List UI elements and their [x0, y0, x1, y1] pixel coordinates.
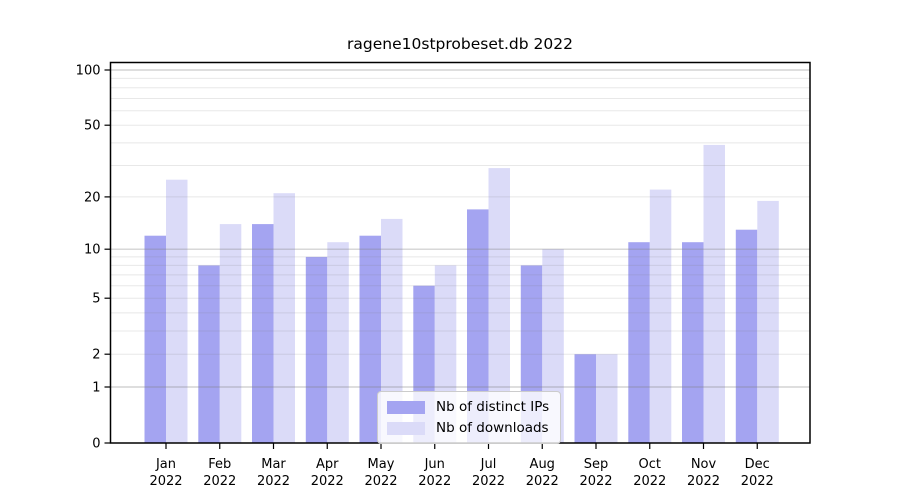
x-tick-label-month: Aug — [530, 457, 555, 472]
bar-downloads-sep — [596, 354, 618, 443]
x-tick-label-month: Sep — [584, 457, 609, 472]
gridlines — [110, 69, 810, 388]
bar-downloads-oct — [649, 189, 672, 443]
x-tick-label-month: Mar — [261, 457, 286, 472]
y-tick-label: 10 — [84, 243, 101, 258]
x-tick-label-month: Jul — [480, 457, 497, 472]
x-tick-label-month: Nov — [691, 457, 717, 472]
bar-distinct-ips-apr — [305, 256, 328, 443]
bar-distinct-ips-jan — [144, 235, 166, 443]
x-tick-label-year: 2022 — [364, 474, 397, 489]
bar-distinct-ips-mar — [252, 224, 274, 443]
bar-distinct-ips-may — [359, 235, 381, 443]
x-tick-label-month: Jan — [155, 457, 176, 472]
x-tick-label-year: 2022 — [257, 474, 290, 489]
bar-downloads-jan — [166, 179, 188, 443]
chart-title: ragene10stprobeset.db 2022 — [347, 35, 573, 53]
bar-downloads-may — [381, 218, 403, 443]
x-tick-label-year: 2022 — [418, 474, 451, 489]
bar-downloads-feb — [219, 224, 242, 443]
bar-distinct-ips-nov — [682, 242, 704, 443]
x-tick-label-year: 2022 — [633, 474, 666, 489]
legend: Nb of distinct IPs Nb of downloads — [377, 391, 562, 444]
bar-distinct-ips-oct — [628, 242, 650, 443]
x-tick-label-year: 2022 — [741, 474, 774, 489]
bar-downloads-apr — [327, 242, 349, 443]
y-tick-label: 100 — [76, 64, 101, 79]
x-tick-label-month: Oct — [639, 457, 661, 472]
bar-distinct-ips-sep — [574, 354, 596, 443]
x-tick-label-month: Apr — [316, 457, 339, 472]
y-tick-label: 20 — [84, 190, 101, 205]
bar-distinct-ips-dec — [735, 229, 758, 443]
y-tick-label: 0 — [92, 437, 100, 452]
x-tick-label-month: May — [368, 457, 395, 472]
legend-label-distinct-ips: Nb of distinct IPs — [436, 399, 550, 415]
legend-label-downloads: Nb of downloads — [436, 420, 549, 436]
bar-downloads-dec — [757, 200, 779, 443]
x-tick-label-year: 2022 — [311, 474, 344, 489]
legend-swatch-downloads — [387, 421, 425, 435]
x-tick-label-year: 2022 — [472, 474, 505, 489]
y-tick-label: 2 — [92, 348, 100, 363]
x-tick-label-year: 2022 — [687, 474, 720, 489]
y-tick-label: 50 — [84, 119, 101, 134]
bar-downloads-mar — [273, 193, 295, 443]
bar-distinct-ips-feb — [198, 265, 220, 443]
x-tick-label-year: 2022 — [526, 474, 559, 489]
y-tick-label: 1 — [92, 381, 100, 396]
bar-downloads-jul — [488, 168, 510, 443]
legend-swatch-distinct-ips — [387, 400, 425, 414]
bar-distinct-ips-jul — [467, 209, 489, 443]
bar-downloads-nov — [703, 144, 725, 443]
y-tick-label: 5 — [92, 292, 100, 307]
x-tick-label-year: 2022 — [579, 474, 612, 489]
x-tick-label-month: Dec — [745, 457, 770, 472]
legend-item-distinct-ips: Nb of distinct IPs — [387, 399, 549, 415]
legend-item-downloads: Nb of downloads — [387, 420, 549, 436]
x-tick-label-month: Jun — [424, 457, 445, 472]
x-tick-label-year: 2022 — [149, 474, 182, 489]
x-tick-label-year: 2022 — [203, 474, 236, 489]
x-tick-label-month: Feb — [208, 457, 231, 472]
x-axis: Jan 2022 Feb 2022 Mar 2022 Apr 2022 May 2022 Jun 20… — [149, 443, 774, 489]
